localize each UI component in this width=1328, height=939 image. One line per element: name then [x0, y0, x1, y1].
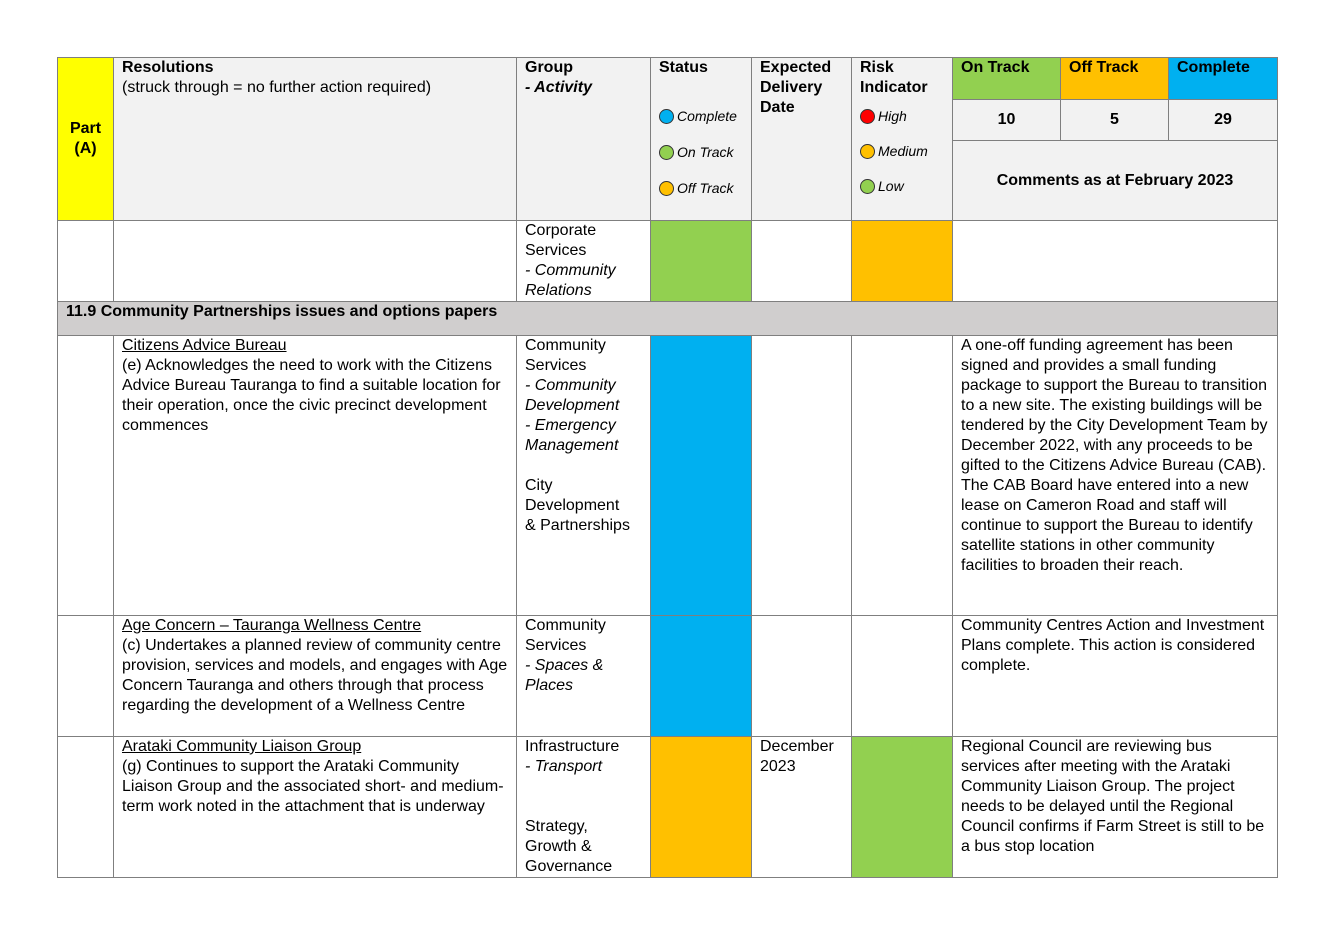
expected-delivery-header: Expected Delivery Date	[751, 57, 852, 221]
group-title: Group	[525, 59, 573, 76]
risk-low	[851, 736, 953, 878]
status-on-track	[650, 220, 752, 302]
low-dot-icon	[860, 178, 875, 194]
off-track-dot-icon	[659, 180, 674, 196]
section-heading-row: 11.9 Community Partnerships issues and o…	[57, 301, 1278, 336]
delivery-date: December 2023	[751, 736, 852, 878]
legend-off-track: Off Track	[659, 178, 743, 198]
risk-title: Risk Indicator	[860, 59, 928, 96]
legend-high: High	[860, 106, 944, 126]
comment-cell: Regional Council are reviewing bus servi…	[952, 736, 1278, 878]
on-track-label: On Track	[952, 57, 1061, 100]
resolution-cell: Age Concern – Tauranga Wellness Centre (…	[113, 615, 517, 737]
complete-count: 29	[1168, 99, 1278, 141]
legend-low: Low	[860, 176, 944, 196]
comment-cell: A one-off funding agreement has been sig…	[952, 335, 1278, 616]
status-off-track	[650, 736, 752, 878]
legend-medium: Medium	[860, 141, 944, 161]
legend-complete: Complete	[659, 106, 743, 126]
high-dot-icon	[860, 108, 875, 124]
group-header: Group - Activity	[516, 57, 651, 221]
resolutions-table: Part (A) Resolutions (struck through = n…	[57, 57, 1278, 878]
group-sub: - Activity	[525, 79, 592, 96]
on-track-dot-icon	[659, 144, 674, 160]
group-cell: Corporate Services - Community Relations	[516, 220, 651, 302]
off-track-label: Off Track	[1060, 57, 1169, 100]
risk-header: Risk Indicator High Medium Low	[851, 57, 953, 221]
on-track-count: 10	[952, 99, 1061, 141]
status-complete	[650, 335, 752, 616]
table-row: Arataki Community Liaison Group (g) Cont…	[57, 736, 1278, 878]
resolutions-title: Resolutions	[122, 59, 214, 76]
part-a-header: Part (A)	[57, 57, 114, 221]
resolution-text: (c) Undertakes a planned review of commu…	[122, 637, 508, 714]
table-row: Citizens Advice Bureau (e) Acknowledges …	[57, 335, 1278, 616]
resolution-title: Age Concern – Tauranga Wellness Centre	[122, 617, 422, 634]
off-track-count: 5	[1060, 99, 1169, 141]
table-row: Age Concern – Tauranga Wellness Centre (…	[57, 615, 1278, 737]
status-header: Status Complete On Track Off Track	[650, 57, 752, 221]
comment-cell: Community Centres Action and Investment …	[952, 615, 1278, 737]
resolution-text: (e) Acknowledges the need to work with t…	[122, 357, 501, 434]
risk-medium	[851, 220, 953, 302]
medium-dot-icon	[860, 143, 875, 159]
resolutions-header: Resolutions (struck through = no further…	[113, 57, 517, 221]
resolution-title: Arataki Community Liaison Group	[122, 738, 362, 755]
complete-label: Complete	[1168, 57, 1278, 100]
group-cell: Community Services - Spaces & Places	[516, 615, 651, 737]
resolution-title: Citizens Advice Bureau	[122, 337, 287, 354]
resolutions-note: (struck through = no further action requ…	[122, 79, 432, 96]
legend-on-track: On Track	[659, 142, 743, 162]
group-cell: Infrastructure - Transport Strategy, Gro…	[516, 736, 651, 878]
status-complete	[650, 615, 752, 737]
resolution-text: (g) Continues to support the Arataki Com…	[122, 758, 504, 815]
complete-dot-icon	[659, 108, 674, 124]
status-title: Status	[659, 59, 708, 76]
resolution-cell: Arataki Community Liaison Group (g) Cont…	[113, 736, 517, 878]
section-title: 11.9 Community Partnerships issues and o…	[57, 301, 1278, 336]
comments-header: Comments as at February 2023	[952, 140, 1278, 221]
resolution-cell: Citizens Advice Bureau (e) Acknowledges …	[113, 335, 517, 616]
table-row: Corporate Services - Community Relations	[57, 220, 1278, 302]
group-cell: Community Services - Community Developme…	[516, 335, 651, 616]
